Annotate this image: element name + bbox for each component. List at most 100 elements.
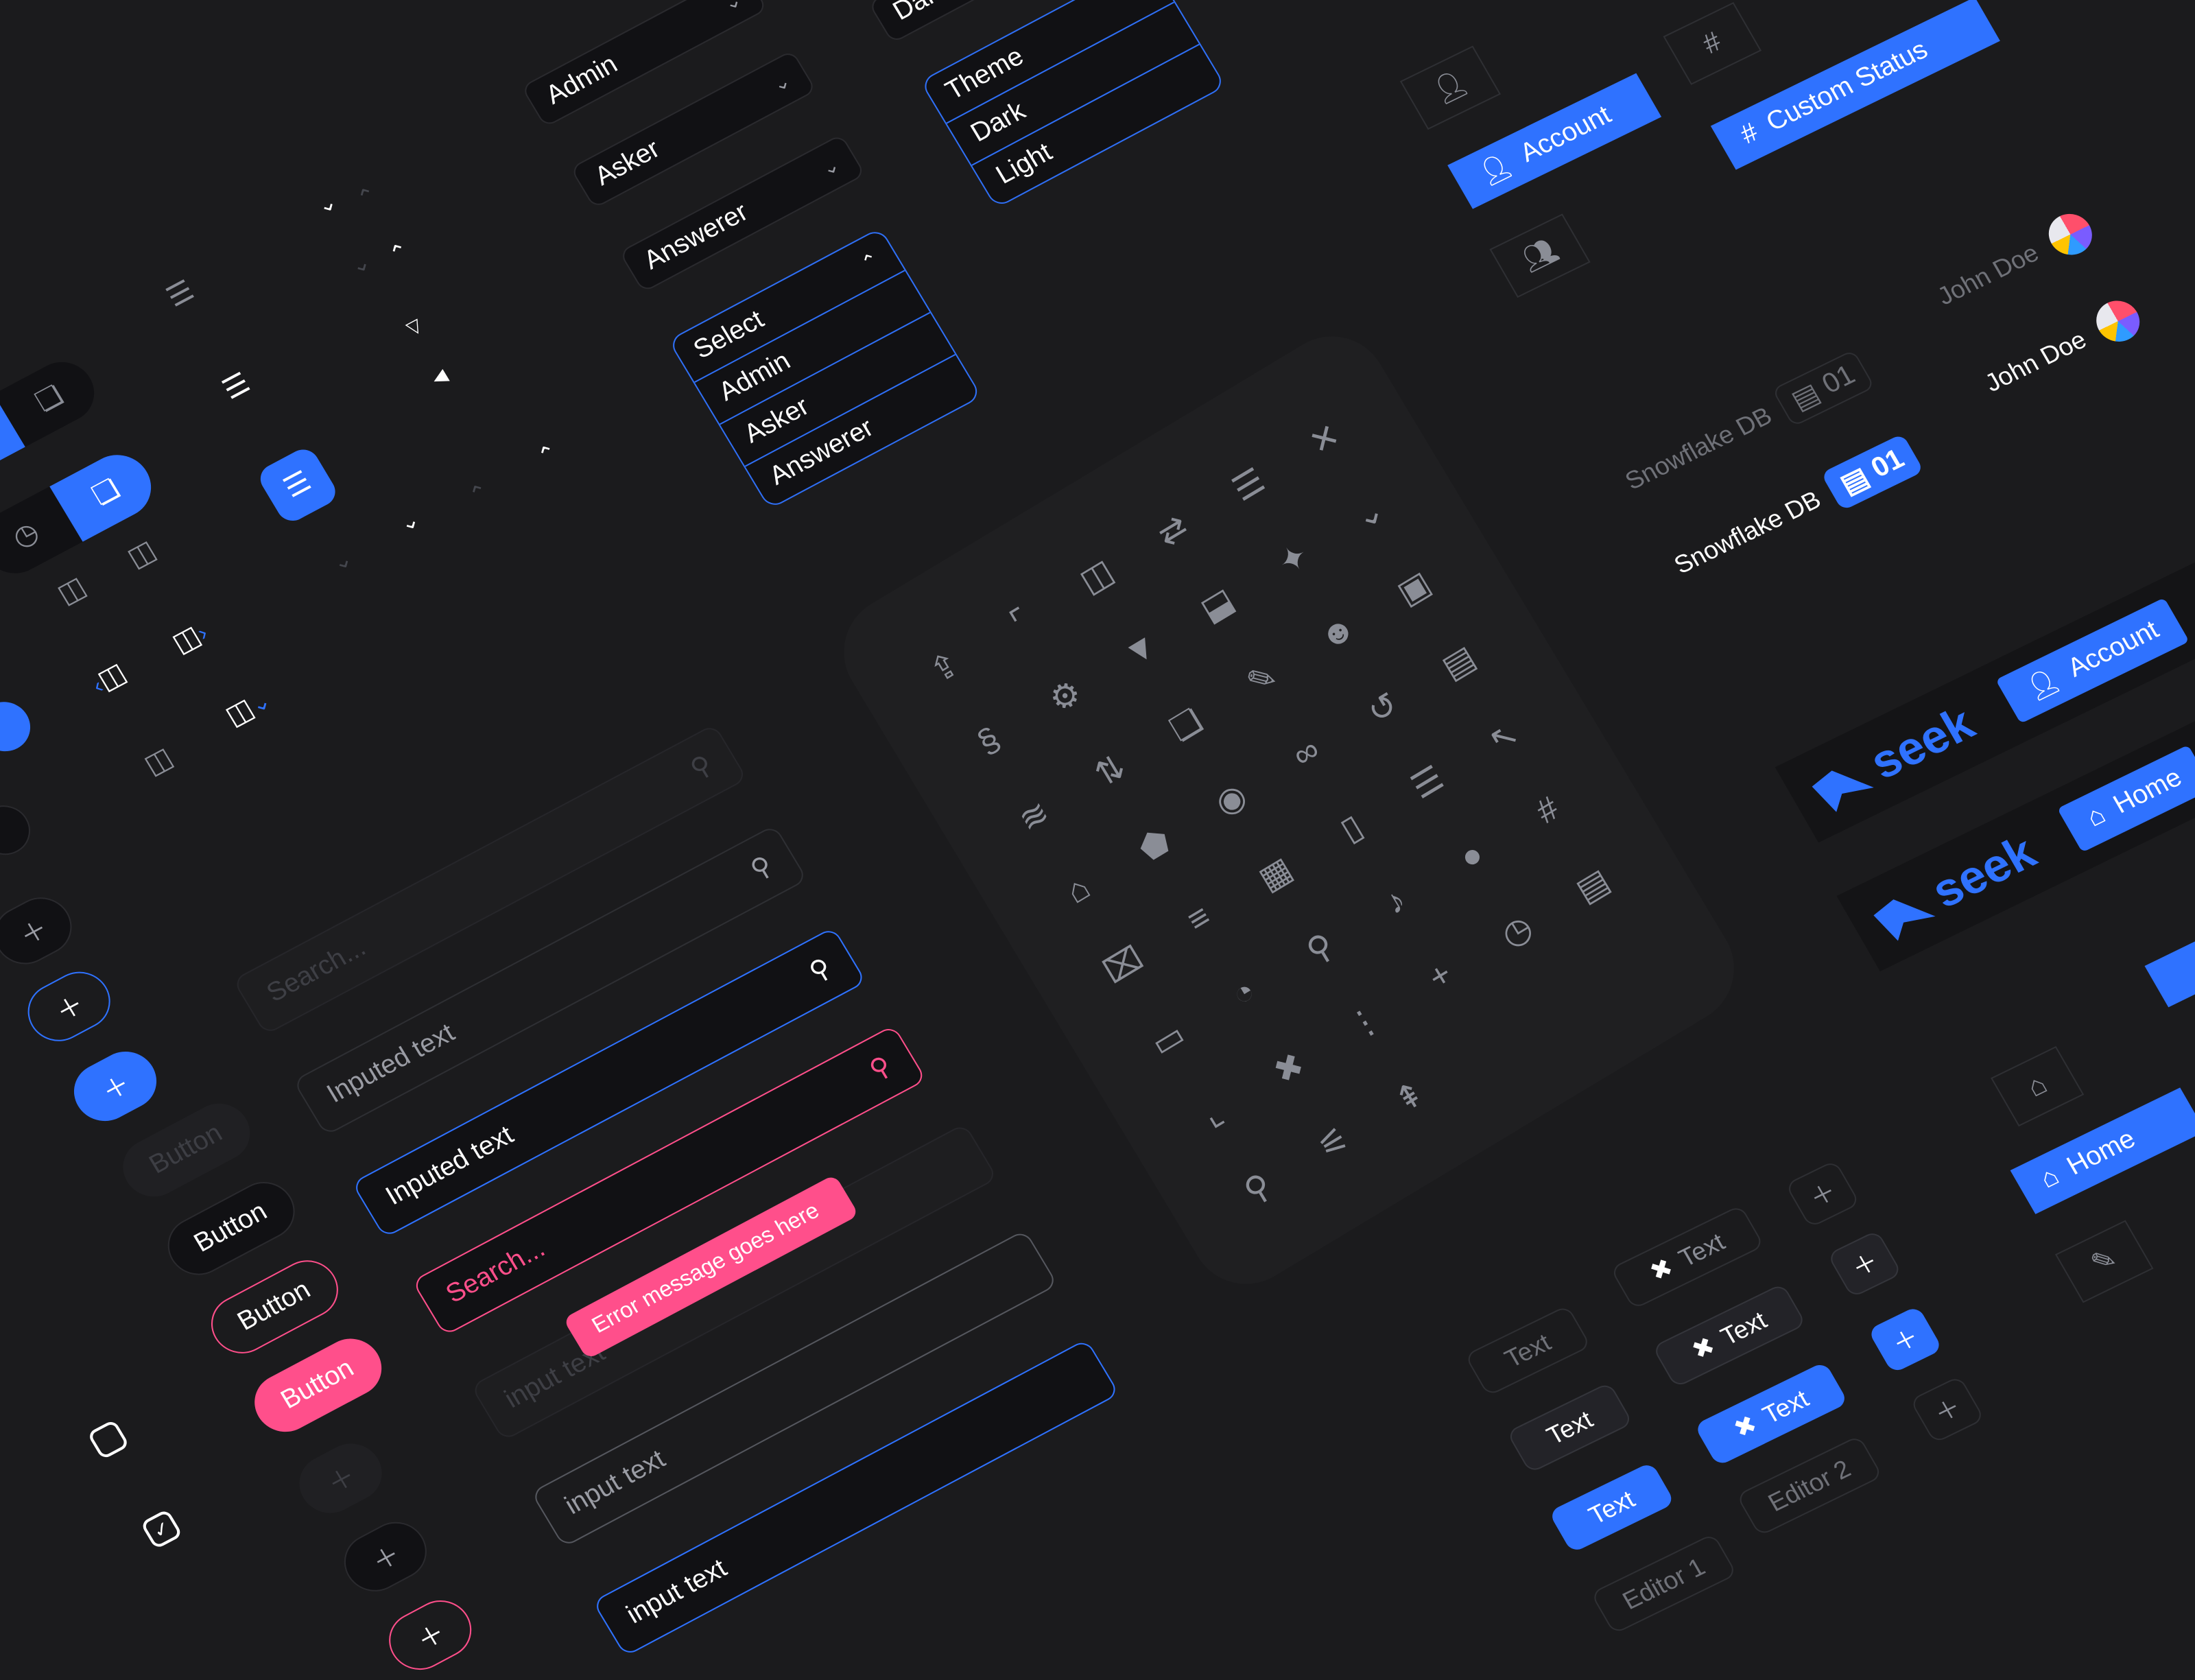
user-item-muted[interactable]: John Doe [1929,206,2100,317]
input-value: input text [621,1554,733,1631]
chevron-up-icon: ⌃ [857,248,883,275]
chip-label: Text [1757,1384,1814,1429]
navbar: seek 👤︎ Account [1775,509,2195,843]
sidebar-disabled-icon: ◫ [139,742,179,781]
plus-icon: ＋ [322,1461,361,1500]
plus-icon: ＋ [1805,1177,1842,1214]
plus-icon: ＋ [367,1540,407,1578]
sidebar-bottom-icon[interactable]: ◫⌄ [220,689,276,733]
avatar [2088,294,2148,349]
menu-lines-icon: ☰ [217,368,256,406]
database-badge: ▤ 01 [1771,349,1876,427]
user-icon: 👤︎ [1426,67,1474,109]
chevron-down-icon: ⌄ [718,0,745,14]
add-chip-primary[interactable]: ＋ [1867,1305,1943,1374]
chevron-up-icon: ⌃ [465,480,495,510]
hashtag-icon: # [1697,26,1727,60]
partial-tab[interactable] [2144,929,2195,1008]
chip-label: Text [1716,1305,1772,1351]
seek-logo[interactable]: seek [1801,697,1984,820]
chip-outline[interactable]: Text [1464,1305,1591,1397]
button-disabled[interactable]: Button [112,1093,261,1207]
add-chip-outline[interactable]: ＋ [1785,1159,1861,1229]
custom-status-tab[interactable]: # Custom Status [1710,0,2000,170]
chip-dark[interactable]: Text [1506,1382,1634,1474]
checkbox-checked[interactable]: ✓ [140,1509,183,1550]
menu-lines-icon: ☰ [278,466,317,505]
add-button-pink[interactable]: ＋ [378,1590,483,1680]
nav-tab-home[interactable]: ⌂ Home [2056,744,2195,853]
seek-logo-icon [1812,770,1874,812]
search-icon: ⚲ [685,750,718,785]
users-icon-tab[interactable]: 👥︎ [1489,213,1591,298]
nav-tab-account[interactable]: 👤︎ Account [1995,597,2190,724]
brand-logo-icon: ✖ [1686,1330,1720,1364]
dropdown-value: Asker [590,134,665,192]
plus-icon: ＋ [14,914,54,952]
add-button-outline[interactable]: ＋ [16,961,121,1052]
add-button-dark[interactable]: ＋ [333,1511,438,1602]
home-icon: ⌂ [2035,1161,2065,1195]
theme-menu-open[interactable]: Theme⌃ Dark Light [919,0,1226,209]
user-name: John Doe [1980,324,2091,397]
chip-primary[interactable]: Text [1548,1461,1676,1554]
brand-name: seek [1861,696,1983,790]
tab-label: Home [2109,763,2187,820]
user-item-active[interactable]: John Doe [1977,294,2148,403]
plus-icon: ＋ [1887,1323,1925,1359]
chevron-up-icon: ⌃ [534,440,563,471]
menu-lines-icon: ☰ [161,275,200,314]
input-placeholder: Search... [441,1234,551,1310]
menu-button[interactable]: ☰ [254,444,342,526]
edit-icon: ✎ [2086,1242,2123,1280]
sidebar-expand-right-icon[interactable]: ◫› [167,620,213,660]
database-name: Snowflake DB [1620,401,1777,495]
chevron-down-icon: ⌄ [313,190,342,220]
input-value: input text [560,1445,671,1522]
sidebar-icon: ◫ [122,535,162,574]
server-icon: ▤ [1835,462,1875,501]
select-menu-open[interactable]: Select ⌃ Admin Asker Answerer [667,227,982,510]
plus-icon: ＋ [1930,1393,1967,1429]
home-icon: ⌂ [2021,1069,2053,1104]
database-badge: ▤ 01 [1820,433,1925,511]
home-icon: ⌂ [2081,800,2111,833]
add-button-dark[interactable]: ＋ [0,887,83,975]
editor-tab-2[interactable]: Editor 2 [1735,1434,1884,1537]
plus-icon: ＋ [1847,1247,1884,1283]
home-icon-tab[interactable]: ⌂ [1991,1045,2085,1127]
sidebar-expand-left-icon[interactable]: ‹◫ [88,657,132,699]
search-icon: ⚲ [745,851,778,886]
plus-icon: ＋ [51,990,90,1028]
seek-logo[interactable]: seek [1862,825,2045,949]
input-value: Inputed text [381,1121,519,1211]
hashtag-icon-tab[interactable]: # [1663,1,1762,85]
search-icon: ⚲ [864,1050,897,1085]
chip-logo-outline[interactable]: ✖ Text [1609,1204,1765,1310]
add-button-primary[interactable]: ＋ [62,1041,168,1132]
blue-circle-button[interactable] [0,693,40,760]
button-primary[interactable]: Button [244,1328,393,1443]
checkbox-unchecked[interactable] [86,1419,130,1460]
account-icon-tab[interactable]: 👤︎ [1399,45,1502,130]
chevron-down-icon: ⌄ [768,68,794,96]
edit-icon-tab[interactable]: ✎ [2054,1220,2154,1303]
add-button-disabled[interactable]: ＋ [288,1433,393,1524]
plus-icon: ＋ [412,1618,451,1657]
input-placeholder: Search... [262,933,372,1009]
add-chip-dark[interactable]: ＋ [1827,1229,1903,1299]
chip-logo-dark[interactable]: ✖ Text [1652,1283,1807,1388]
tab-label: Home [2062,1124,2141,1182]
dark-circle-button[interactable] [0,796,40,864]
add-chip-outline[interactable]: ＋ [1909,1375,1985,1444]
dropdown-value: Dark [888,0,953,27]
users-icon: 👥︎ [1516,234,1564,277]
plus-icon: ＋ [97,1069,137,1108]
layers-icon: ❏ [87,473,126,512]
triangle-down-outline-icon: ▽ [402,314,426,339]
editor-tab-1[interactable]: Editor 1 [1590,1533,1737,1635]
chevron-up-icon: ⌃ [385,239,415,269]
tab-label: Account [2063,615,2165,684]
brand-logo-icon: ✖ [1644,1252,1678,1286]
